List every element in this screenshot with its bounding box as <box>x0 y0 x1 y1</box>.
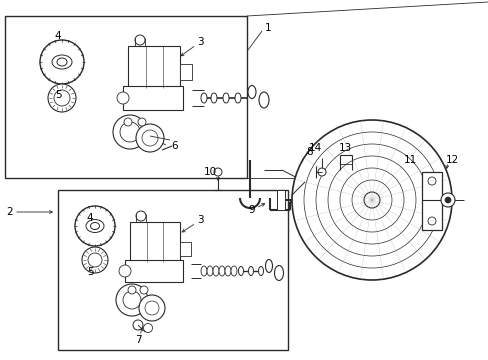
Text: 7: 7 <box>134 335 141 345</box>
Circle shape <box>40 40 84 84</box>
Text: 2: 2 <box>7 207 13 217</box>
Ellipse shape <box>90 222 99 230</box>
Circle shape <box>427 217 435 225</box>
Text: 3: 3 <box>196 37 203 47</box>
Text: 1: 1 <box>264 23 271 33</box>
Circle shape <box>142 130 158 146</box>
Circle shape <box>135 35 145 45</box>
Ellipse shape <box>224 266 230 276</box>
Text: 14: 14 <box>308 143 321 153</box>
Ellipse shape <box>206 266 213 276</box>
Bar <box>125 260 183 282</box>
Ellipse shape <box>201 266 206 276</box>
Text: 10: 10 <box>203 167 216 177</box>
Bar <box>130 222 180 262</box>
Circle shape <box>136 124 163 152</box>
Ellipse shape <box>201 93 206 103</box>
Circle shape <box>363 192 379 208</box>
Circle shape <box>136 211 146 221</box>
Circle shape <box>139 295 164 321</box>
Circle shape <box>427 177 435 185</box>
Circle shape <box>54 90 70 106</box>
Ellipse shape <box>230 266 237 276</box>
Circle shape <box>444 197 450 203</box>
Circle shape <box>48 84 76 112</box>
Bar <box>421 172 441 230</box>
Text: 13: 13 <box>338 143 351 153</box>
Ellipse shape <box>258 266 263 275</box>
Circle shape <box>214 168 222 176</box>
Circle shape <box>128 286 136 294</box>
Ellipse shape <box>86 220 104 233</box>
Circle shape <box>291 120 451 280</box>
Ellipse shape <box>248 266 253 275</box>
Text: 9: 9 <box>248 205 255 215</box>
Bar <box>180 64 192 80</box>
Circle shape <box>119 265 131 277</box>
Circle shape <box>140 286 148 294</box>
Bar <box>128 46 180 88</box>
Circle shape <box>75 206 115 246</box>
Circle shape <box>113 115 147 149</box>
Text: 12: 12 <box>445 155 458 165</box>
Circle shape <box>116 284 148 316</box>
Ellipse shape <box>57 58 67 66</box>
Bar <box>5 16 246 178</box>
Circle shape <box>145 301 159 315</box>
Bar <box>180 242 191 256</box>
Ellipse shape <box>259 92 268 108</box>
Circle shape <box>120 122 140 142</box>
Ellipse shape <box>223 93 228 103</box>
Ellipse shape <box>238 266 243 275</box>
Circle shape <box>133 320 142 330</box>
Text: 5: 5 <box>86 267 93 277</box>
Ellipse shape <box>235 93 241 103</box>
Text: 4: 4 <box>86 213 93 223</box>
Ellipse shape <box>265 260 272 273</box>
Text: 5: 5 <box>55 90 61 100</box>
Circle shape <box>82 247 108 273</box>
Bar <box>58 190 287 350</box>
Ellipse shape <box>274 266 283 280</box>
Text: 4: 4 <box>55 31 61 41</box>
Circle shape <box>440 193 454 207</box>
Bar <box>123 86 183 110</box>
Circle shape <box>124 118 132 126</box>
Text: 3: 3 <box>196 215 203 225</box>
Circle shape <box>123 291 141 309</box>
Ellipse shape <box>210 93 217 103</box>
Bar <box>276 190 285 210</box>
Text: 8: 8 <box>306 147 313 157</box>
Ellipse shape <box>247 85 256 99</box>
Ellipse shape <box>213 266 219 276</box>
Circle shape <box>117 92 129 104</box>
Ellipse shape <box>219 266 224 276</box>
Text: 11: 11 <box>403 155 416 165</box>
Circle shape <box>143 324 152 333</box>
Circle shape <box>138 118 146 126</box>
Circle shape <box>88 253 102 267</box>
Circle shape <box>317 168 325 176</box>
Text: 6: 6 <box>171 141 178 151</box>
Ellipse shape <box>52 55 72 69</box>
